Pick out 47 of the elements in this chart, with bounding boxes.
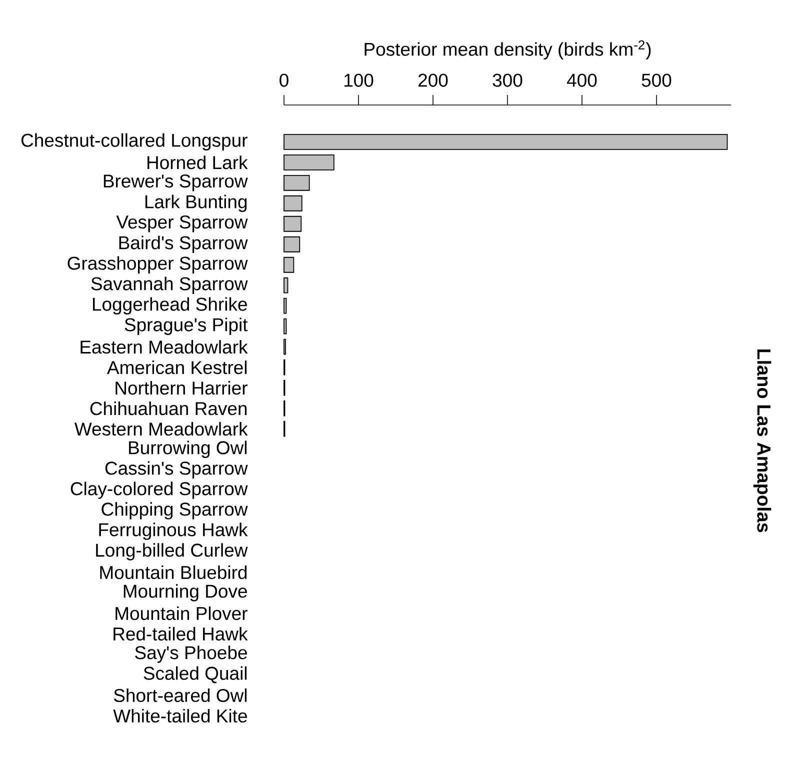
y-tick-label: Chipping Sparrow: [102, 502, 248, 520]
x-tick-label: 400: [566, 74, 597, 87]
bar: [284, 318, 287, 334]
bar: [284, 174, 310, 191]
y-tick-label: Cassin's Sparrow: [105, 461, 248, 478]
y-tick-label: Scaled Quail: [144, 666, 247, 684]
y-tick-label: Grasshopper Sparrow: [68, 256, 248, 274]
bar: [284, 236, 300, 252]
y-tick-label: Horned Lark: [148, 156, 248, 170]
y-tick-label: Baird's Sparrow: [119, 236, 248, 253]
y-tick-label: Eastern Meadowlark: [80, 340, 248, 354]
y-tick-label: American Kestrel: [106, 360, 247, 374]
bar: [284, 298, 287, 314]
bar: [284, 134, 728, 150]
x-tick-label: 100: [344, 74, 374, 87]
x-axis-title: Posterior mean density (birds km$^{-2}$): [364, 40, 651, 60]
y-tick-label: Loggerhead Shrike: [92, 297, 247, 314]
y-tick-label: Chihuahuan Raven: [90, 402, 247, 416]
y-tick-label: White-tailed Kite: [113, 708, 247, 723]
y-tick-label: Mourning Dove: [124, 584, 247, 602]
y-tick-label: Western Meadowlark: [74, 422, 248, 436]
y-tick-label: Lark Bunting: [145, 194, 247, 212]
y-tick-label: Red-tailed Hawk: [114, 626, 248, 641]
x-tick-label: 200: [418, 74, 448, 87]
y-tick-label: Vesper Sparrow: [116, 215, 248, 232]
x-tick-label: 0: [280, 74, 288, 87]
y-tick-label: Say's Phoebe: [135, 646, 247, 663]
x-tick-label: 500: [642, 74, 672, 87]
bar: [284, 154, 334, 170]
y-tick-label: Ferruginous Hawk: [99, 522, 248, 540]
bar: [284, 216, 302, 232]
bar: [284, 195, 302, 212]
y-tick-label: Clay-colored Sparrow: [70, 482, 248, 499]
y-tick-label: Burrowing Owl: [129, 440, 247, 458]
y-tick-label: Mountain Bluebird: [100, 565, 247, 580]
y-tick-label: Northern Harrier: [116, 381, 248, 395]
x-tick-label: 300: [492, 74, 522, 87]
y-tick-label: Savannah Sparrow: [91, 276, 248, 294]
text: Llano Las Amapolas: [753, 349, 772, 532]
bar: [284, 277, 288, 294]
y-tick-label: Short-eared Owl: [114, 688, 247, 702]
bar: [284, 256, 294, 273]
y-tick-label: Mountain Plover: [116, 606, 248, 620]
y-tick-label: Sprague's Pipit: [124, 318, 248, 335]
y-tick-label: Brewer's Sparrow: [104, 174, 248, 192]
y-tick-label: Long-billed Curlew: [96, 543, 248, 560]
y-tick-label: Chestnut-collared Longspur: [21, 133, 248, 151]
